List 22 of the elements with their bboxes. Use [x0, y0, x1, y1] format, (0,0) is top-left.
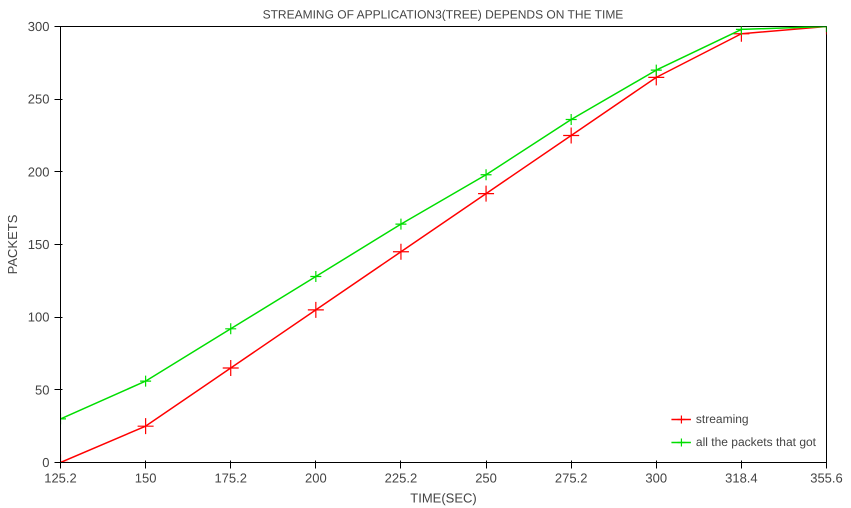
- y-tick-label: 150: [28, 237, 50, 252]
- legend-label: streaming: [696, 412, 749, 426]
- legend-label: all the packets that got: [696, 435, 816, 449]
- x-tick-label: 355.6: [810, 470, 843, 486]
- y-tick-label: 300: [28, 19, 50, 34]
- x-tick-label: 175.2: [214, 470, 248, 486]
- y-tick-label: 250: [28, 92, 50, 107]
- y-tick-label: 200: [28, 164, 50, 180]
- y-tick-label: 50: [35, 382, 50, 398]
- x-tick-label: 275.2: [554, 470, 588, 486]
- x-tick-label: 150: [134, 470, 156, 486]
- x-axis-title: TIME(SEC): [410, 490, 477, 506]
- chart-title: STREAMING OF APPLICATION3(TREE) DEPENDS ON THE TIME: [262, 8, 624, 22]
- x-tick-label: 300: [645, 470, 668, 486]
- y-axis-title: PACKETS: [4, 214, 20, 274]
- x-tick-label: 225.2: [384, 470, 418, 486]
- x-tick-label: 250: [475, 470, 497, 486]
- x-tick-label: 318.4: [725, 470, 758, 486]
- y-tick-label: 100: [28, 310, 50, 325]
- x-tick-label: 125.2: [44, 470, 77, 486]
- y-tick-label: 0: [42, 455, 50, 470]
- x-tick-label: 200: [304, 470, 327, 486]
